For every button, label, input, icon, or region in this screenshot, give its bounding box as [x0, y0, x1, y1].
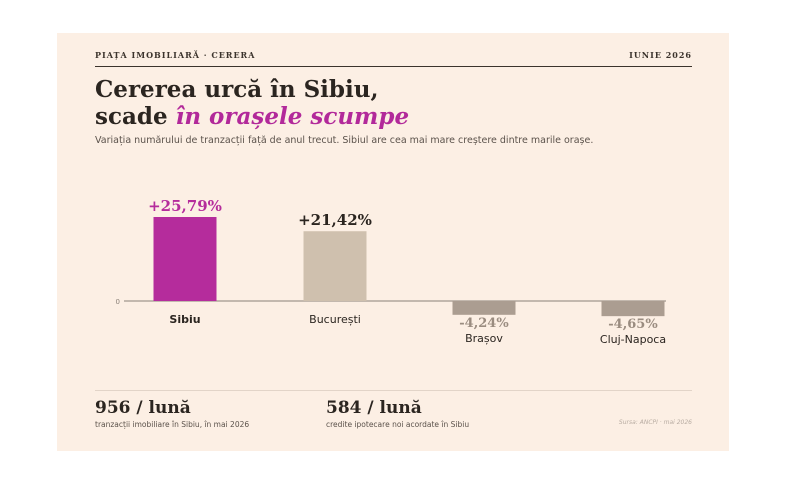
bar-sibiu: [153, 217, 217, 301]
bar-value-label: +25,79%: [148, 197, 222, 215]
title-accent: în orașele scumpe: [175, 103, 410, 130]
stat-mortgages: 584 / lună credite ipotecare noi acordat…: [326, 398, 469, 429]
stat-value: 956 / lună: [95, 398, 191, 418]
source-note: Sursa: ANCPI · mai 2026: [618, 419, 692, 426]
chart-subtitle: Variația numărului de tranzacții față de…: [95, 135, 594, 146]
category-label: Sibiu: [169, 313, 200, 326]
stats-rule: [95, 390, 692, 391]
category-label: București: [309, 313, 361, 326]
stat-description: tranzacții imobiliare în Sibiu, în mai 2…: [95, 420, 250, 429]
bar-value-label: -4,65%: [608, 317, 658, 332]
header-rule: [95, 66, 692, 67]
page-title: Cererea urcă în Sibiu, scade în orașele …: [95, 76, 409, 130]
category-label: Brașov: [465, 332, 503, 345]
bar-brașov: [452, 301, 516, 315]
stat-transactions: 956 / lună tranzacții imobiliare în Sibi…: [95, 398, 249, 429]
bar-bucurești: [303, 231, 367, 301]
title-line-1: Cererea urcă în Sibiu,: [95, 76, 379, 103]
stat-description: credite ipotecare noi acordate în Sibiu: [326, 420, 470, 429]
stat-value: 584 / lună: [326, 398, 422, 418]
title-plain: scade: [95, 103, 176, 130]
bar-cluj-napoca: [601, 301, 665, 317]
category-label: Cluj-Napoca: [600, 333, 666, 346]
section-kicker: PIAȚA IMOBILIARĂ · CERERA: [95, 50, 256, 60]
bar-value-label: -4,24%: [459, 316, 509, 331]
bar-value-label: +21,42%: [298, 211, 372, 229]
title-line-2: scade în orașele scumpe: [95, 103, 409, 130]
date-label: IUNIE 2026: [629, 50, 692, 60]
zero-tick-label: 0: [116, 298, 120, 306]
